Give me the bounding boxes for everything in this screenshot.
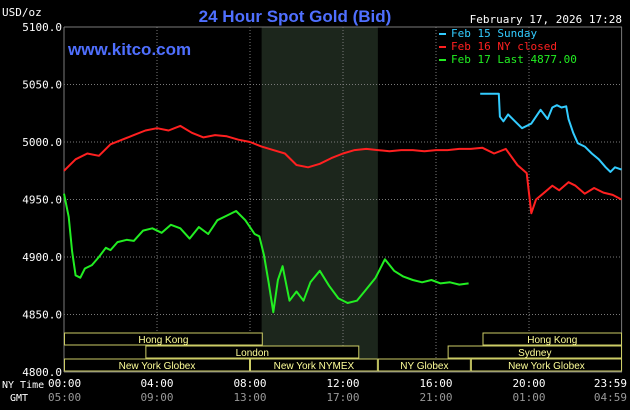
- session-bar: NY Globex: [377, 358, 471, 372]
- x-tick-label-ny: 16:00: [419, 377, 452, 390]
- y-tick-label: 4950.0: [22, 194, 62, 207]
- session-bar-label: NY Globex: [400, 361, 448, 372]
- chart-title: 24 Hour Spot Gold (Bid): [199, 7, 392, 26]
- session-bar: Hong Kong: [482, 332, 622, 346]
- series-line: [480, 92, 622, 173]
- session-bars: Hong Kong London New York Globex New York N…: [64, 332, 622, 372]
- x-tick-label-ny: 00:00: [48, 377, 81, 390]
- legend-entry: Feb 16 NY closed: [451, 40, 557, 53]
- legend-entry: Feb 17 Last 4877.00: [451, 53, 577, 66]
- legend-entry: Feb 15 Sunday: [451, 27, 537, 40]
- x-tick-label-ny: 08:00: [233, 377, 266, 390]
- series-line: [63, 124, 622, 215]
- session-bar: London: [145, 345, 360, 359]
- x-tick-label-ny: 04:00: [140, 377, 173, 390]
- legend-swatch: [439, 59, 446, 61]
- session-bar: New York NYMEX: [250, 358, 378, 372]
- y-tick-label: 4900.0: [22, 251, 62, 264]
- x-tick-label-ny: 23:59: [594, 377, 627, 390]
- session-bar-box: [145, 345, 360, 359]
- y-tick-label: 4850.0: [22, 309, 62, 322]
- x-tick-label-ny: 20:00: [512, 377, 545, 390]
- y-tick-label: 5050.0: [22, 79, 62, 92]
- legend-swatch: [439, 46, 446, 48]
- x-tick-label-gmt: 09:00: [140, 391, 173, 404]
- x-tick-label-gmt: 21:00: [419, 391, 452, 404]
- session-bar-box: [250, 358, 378, 372]
- session-bar-box: [64, 358, 250, 372]
- y-tick-label: 5000.0: [22, 136, 62, 149]
- session-bar-box: [377, 358, 471, 372]
- units-label: USD/oz: [2, 6, 42, 19]
- ny-time-label: NY Time: [2, 380, 44, 391]
- legend-swatch: [439, 33, 446, 35]
- session-bar-label: New York Globex: [119, 361, 196, 372]
- session-bar: Sydney: [447, 345, 622, 359]
- session-bar-label: Hong Kong: [527, 335, 577, 346]
- session-bar: New York Globex: [64, 358, 250, 372]
- session-bar-label: Hong Kong: [138, 335, 188, 346]
- datetime-stamp: February 17, 2026 17:28: [470, 13, 622, 26]
- session-bar-label: London: [236, 348, 269, 359]
- y-tick-label: 5100.0: [22, 21, 62, 34]
- x-tick-label-ny: 12:00: [326, 377, 359, 390]
- x-tick-label-gmt: 17:00: [326, 391, 359, 404]
- y-tick-label: 4800.0: [22, 366, 62, 379]
- x-tick-label-gmt: 05:00: [48, 391, 81, 404]
- series-line: [63, 193, 469, 314]
- session-bar-label: Sydney: [518, 348, 551, 359]
- session-bar-label: New York Globex: [508, 361, 585, 372]
- session-bar-box: [482, 332, 622, 346]
- session-bar-box: [470, 358, 622, 372]
- gmt-label: GMT: [10, 393, 28, 404]
- session-bar: New York Globex: [470, 358, 622, 372]
- session-bar-box: [447, 345, 622, 359]
- session-bar-box: [64, 332, 263, 346]
- session-bar: Hong Kong: [64, 332, 263, 346]
- session-bar-label: New York NYMEX: [274, 361, 355, 372]
- website-label: www.kitco.com: [67, 40, 191, 59]
- y-tick-labels: 5100.0 5050.0 5000.0 4950.0 4900.0 4850.0 4800…: [22, 21, 62, 379]
- x-tick-label-gmt: 13:00: [233, 391, 266, 404]
- x-tick-label-gmt: 04:59: [594, 391, 627, 404]
- x-tick-label-gmt: 01:00: [512, 391, 545, 404]
- price-series: [63, 92, 622, 314]
